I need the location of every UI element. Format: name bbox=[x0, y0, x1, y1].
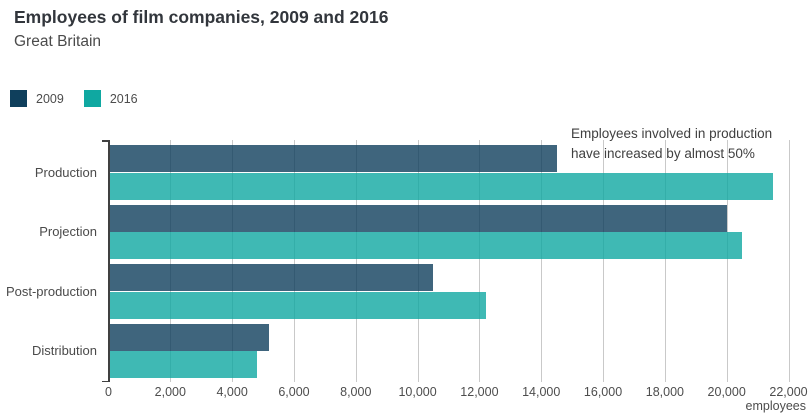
y-axis-top-tick bbox=[102, 140, 109, 142]
x-tick-label-16000: 16,000 bbox=[583, 385, 623, 399]
x-tick-label-22000: 22,000 bbox=[769, 385, 808, 399]
x-axis-unit-label: employees bbox=[745, 399, 806, 413]
gridline-20000 bbox=[726, 140, 728, 382]
legend-item-2016: 2016 bbox=[83, 90, 138, 107]
bar-production-2009[interactable] bbox=[109, 145, 557, 172]
category-label-production: Production bbox=[34, 164, 97, 180]
chart-annotation: Employees involved in production have in… bbox=[571, 124, 772, 164]
bar-projection-2009[interactable] bbox=[109, 204, 727, 232]
gridline-8000 bbox=[355, 140, 357, 382]
category-label-post-production: Post-production bbox=[5, 283, 97, 299]
bar-distribution-2016[interactable] bbox=[109, 351, 257, 378]
gridline-14000 bbox=[541, 140, 543, 382]
x-tick-label-10000: 10,000 bbox=[398, 385, 437, 399]
legend-swatch-2009 bbox=[10, 90, 27, 107]
x-tick-label-8000: 8,000 bbox=[340, 385, 372, 399]
legend-swatch-2016 bbox=[83, 90, 101, 107]
chart-title: Employees of film companies, 2009 and 20… bbox=[14, 7, 389, 27]
bar-distribution-2009[interactable] bbox=[109, 323, 270, 351]
bar-post-production-2016[interactable] bbox=[109, 291, 486, 319]
x-tick-label-6000: 6,000 bbox=[278, 385, 310, 399]
legend: 2009 2016 bbox=[10, 90, 138, 107]
legend-label-2016: 2016 bbox=[109, 91, 138, 106]
x-tick-label-14000: 14,000 bbox=[522, 385, 561, 399]
gridline-12000 bbox=[479, 140, 481, 382]
x-tick-label-18000: 18,000 bbox=[645, 385, 684, 399]
annotation-line-1: Employees involved in production bbox=[571, 126, 773, 141]
legend-label-2009: 2009 bbox=[36, 91, 64, 106]
category-label-projection: Projection bbox=[39, 224, 97, 239]
bar-post-production-2009[interactable] bbox=[109, 264, 434, 291]
chart-subtitle: Great Britain bbox=[14, 33, 102, 50]
bar-projection-2016[interactable] bbox=[109, 232, 743, 259]
x-tick-label-0: 0 bbox=[105, 385, 112, 399]
legend-item-2009: 2009 bbox=[10, 90, 64, 107]
gridline-6000 bbox=[293, 140, 295, 382]
gridline-10000 bbox=[417, 140, 419, 382]
x-tick-label-12000: 12,000 bbox=[460, 385, 499, 399]
annotation-line-2: have increased by almost 50% bbox=[571, 146, 755, 161]
x-tick-label-4000: 4,000 bbox=[216, 385, 248, 399]
gridline-18000 bbox=[664, 140, 666, 382]
gridline-16000 bbox=[603, 140, 605, 382]
bar-production-2016[interactable] bbox=[109, 172, 774, 200]
y-axis-spine bbox=[108, 140, 110, 382]
y-axis-bottom-tick bbox=[102, 380, 109, 382]
gridline-2000 bbox=[170, 140, 172, 382]
gridline-22000 bbox=[788, 140, 790, 382]
x-tick-label-2000: 2,000 bbox=[154, 385, 186, 399]
x-tick-label-20000: 20,000 bbox=[707, 385, 746, 399]
gridline-4000 bbox=[232, 140, 234, 382]
category-label-distribution: Distribution bbox=[31, 343, 97, 358]
